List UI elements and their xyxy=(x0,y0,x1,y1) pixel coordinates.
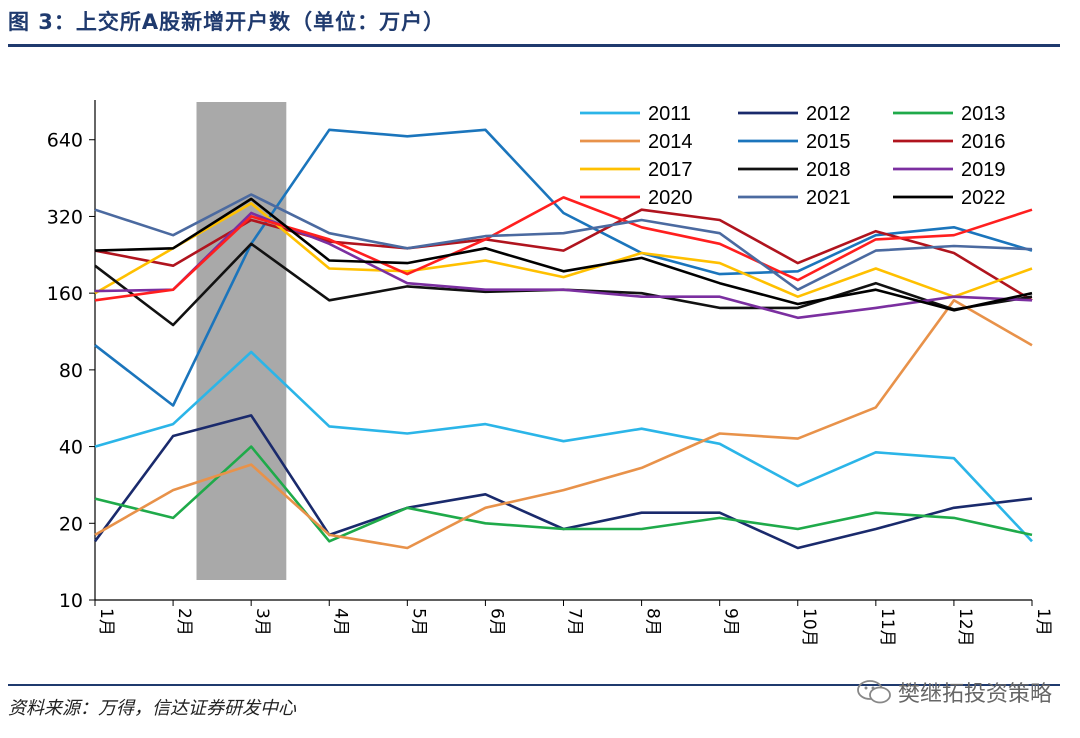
series-line-2019 xyxy=(94,211,1033,320)
x-tick-label: 6月 xyxy=(486,608,506,636)
legend-label: 2017 xyxy=(648,159,693,181)
series-line-2016 xyxy=(94,208,1033,302)
series-line-2017 xyxy=(94,202,1033,298)
title-rule xyxy=(8,44,1060,47)
x-tick-label: 9月 xyxy=(721,608,741,636)
x-tick-label: 1月 xyxy=(1033,608,1053,636)
x-tick-label: 10月 xyxy=(799,608,819,647)
legend-label: 2021 xyxy=(806,187,851,209)
legend-label: 2019 xyxy=(961,159,1006,181)
legend-label: 2020 xyxy=(648,187,693,209)
y-tick-label: 10 xyxy=(59,590,83,612)
legend-label: 2012 xyxy=(806,103,851,125)
watermark-text: 樊继拓投资策略 xyxy=(897,682,1052,707)
series-line-2022 xyxy=(94,197,1033,312)
footer-rule xyxy=(8,684,1060,686)
highlight-band xyxy=(196,102,287,580)
x-tick-label: 11月 xyxy=(877,608,897,647)
legend-label: 2013 xyxy=(961,103,1006,125)
y-tick-label: 640 xyxy=(47,130,83,152)
y-tick-label: 320 xyxy=(47,206,83,228)
highlight-band-layer xyxy=(196,102,287,580)
x-tick-label: 12月 xyxy=(955,608,975,647)
series-line-2021 xyxy=(94,193,1033,291)
legend: 2011 2012 2013 2014 2015 2016 2017 2018 2019 2020… xyxy=(580,103,1006,209)
line-chart: 10 20 40 80 160 320 640 1月 2月 3月 4月 5月 6月 7月 8月 9月 10月 11… xyxy=(47,100,1053,647)
y-tick-label: 80 xyxy=(59,360,83,382)
y-tick-label: 160 xyxy=(47,283,83,305)
x-tick-label: 7月 xyxy=(565,608,585,636)
wechat-icon xyxy=(857,680,891,704)
legend-label: 2015 xyxy=(806,131,851,153)
legend-label: 2014 xyxy=(648,131,693,153)
chart-title: 图 3：上交所A股新增开户数（单位：万户） xyxy=(8,10,446,34)
legend-label: 2011 xyxy=(648,103,691,125)
source-note: 资料来源：万得，信达证券研发中心 xyxy=(8,698,296,719)
x-tick-label: 2月 xyxy=(174,608,194,636)
legend-label: 2018 xyxy=(806,159,851,181)
series-line-2014 xyxy=(94,299,1033,550)
legend-label: 2022 xyxy=(961,187,1006,209)
x-tick-label: 4月 xyxy=(330,608,350,636)
x-tick-label: 8月 xyxy=(643,608,663,636)
series-line-2013 xyxy=(94,445,1033,543)
x-tick-label: 1月 xyxy=(96,608,116,636)
series-line-2020 xyxy=(94,196,1033,302)
axis-layer: 10 20 40 80 160 320 640 1月 2月 3月 4月 5月 6月 7月 8月 9月 10月 11… xyxy=(47,100,1053,647)
watermark: 樊继拓投资策略 xyxy=(856,676,1052,708)
y-tick-label: 40 xyxy=(59,437,83,459)
series-line-2011 xyxy=(94,350,1033,543)
legend-label: 2016 xyxy=(961,131,1006,153)
x-tick-label: 5月 xyxy=(408,608,428,636)
y-tick-label: 20 xyxy=(59,513,83,535)
series-layer xyxy=(93,128,1033,550)
x-tick-label: 3月 xyxy=(252,608,272,636)
